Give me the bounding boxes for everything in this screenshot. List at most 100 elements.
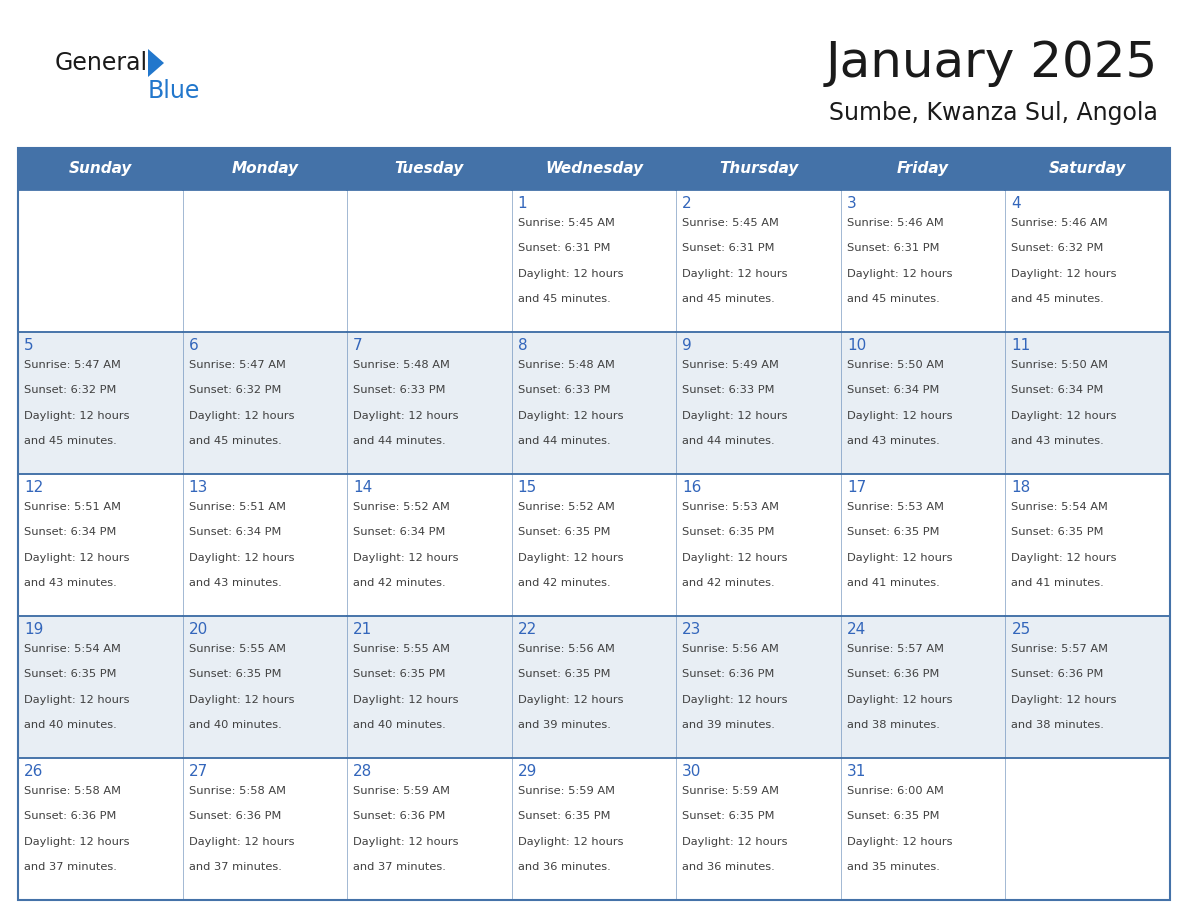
- Text: Daylight: 12 hours: Daylight: 12 hours: [24, 553, 129, 563]
- Text: Sunset: 6:35 PM: Sunset: 6:35 PM: [518, 669, 611, 679]
- Text: Sunset: 6:36 PM: Sunset: 6:36 PM: [682, 669, 775, 679]
- Bar: [347, 474, 512, 616]
- Bar: [18, 332, 183, 474]
- Text: and 45 minutes.: and 45 minutes.: [189, 436, 282, 446]
- Text: 29: 29: [518, 764, 537, 779]
- Text: and 42 minutes.: and 42 minutes.: [353, 578, 446, 588]
- Text: Sunrise: 5:45 AM: Sunrise: 5:45 AM: [518, 218, 614, 228]
- Text: and 37 minutes.: and 37 minutes.: [353, 862, 446, 872]
- Text: Sunset: 6:35 PM: Sunset: 6:35 PM: [24, 669, 116, 679]
- Text: Daylight: 12 hours: Daylight: 12 hours: [847, 695, 953, 705]
- Text: Blue: Blue: [148, 79, 201, 103]
- Text: 19: 19: [24, 622, 44, 637]
- Text: Sunrise: 5:46 AM: Sunrise: 5:46 AM: [1011, 218, 1108, 228]
- Text: Sunset: 6:35 PM: Sunset: 6:35 PM: [847, 527, 940, 537]
- Text: Sunrise: 5:59 AM: Sunrise: 5:59 AM: [682, 786, 779, 796]
- Bar: [676, 758, 841, 900]
- Text: Sunrise: 5:55 AM: Sunrise: 5:55 AM: [189, 644, 285, 654]
- Bar: [512, 190, 676, 332]
- Bar: [347, 758, 512, 900]
- Text: Sunset: 6:31 PM: Sunset: 6:31 PM: [682, 243, 775, 253]
- Text: and 43 minutes.: and 43 minutes.: [24, 578, 116, 588]
- Text: and 37 minutes.: and 37 minutes.: [189, 862, 282, 872]
- Text: Sunrise: 5:58 AM: Sunrise: 5:58 AM: [24, 786, 121, 796]
- Text: and 44 minutes.: and 44 minutes.: [353, 436, 446, 446]
- Text: 30: 30: [682, 764, 702, 779]
- Text: Sunrise: 5:57 AM: Sunrise: 5:57 AM: [847, 644, 943, 654]
- Text: Sunset: 6:36 PM: Sunset: 6:36 PM: [189, 812, 280, 822]
- Text: and 42 minutes.: and 42 minutes.: [518, 578, 611, 588]
- Text: Monday: Monday: [232, 162, 298, 176]
- Text: Sunrise: 5:47 AM: Sunrise: 5:47 AM: [24, 360, 121, 370]
- Text: 2: 2: [682, 196, 691, 211]
- Text: Daylight: 12 hours: Daylight: 12 hours: [518, 836, 624, 846]
- Text: Sunrise: 5:53 AM: Sunrise: 5:53 AM: [847, 502, 943, 512]
- Bar: [512, 148, 676, 190]
- Bar: [512, 474, 676, 616]
- Bar: [18, 474, 183, 616]
- Text: Daylight: 12 hours: Daylight: 12 hours: [518, 410, 624, 420]
- Text: and 45 minutes.: and 45 minutes.: [518, 294, 611, 304]
- Bar: [841, 148, 1005, 190]
- Bar: [18, 148, 183, 190]
- Text: Daylight: 12 hours: Daylight: 12 hours: [1011, 553, 1117, 563]
- Text: 31: 31: [847, 764, 866, 779]
- Text: January 2025: January 2025: [826, 39, 1158, 87]
- Text: Daylight: 12 hours: Daylight: 12 hours: [518, 269, 624, 279]
- Text: and 41 minutes.: and 41 minutes.: [1011, 578, 1104, 588]
- Text: Sunset: 6:33 PM: Sunset: 6:33 PM: [353, 386, 446, 396]
- Text: 20: 20: [189, 622, 208, 637]
- Bar: [183, 332, 347, 474]
- Bar: [841, 616, 1005, 758]
- Text: Thursday: Thursday: [719, 162, 798, 176]
- Bar: [347, 616, 512, 758]
- Bar: [183, 616, 347, 758]
- Text: and 38 minutes.: and 38 minutes.: [1011, 720, 1105, 730]
- Bar: [18, 148, 1170, 900]
- Text: Sunset: 6:31 PM: Sunset: 6:31 PM: [518, 243, 611, 253]
- Bar: [347, 190, 512, 332]
- Text: Daylight: 12 hours: Daylight: 12 hours: [353, 836, 459, 846]
- Text: Sunset: 6:34 PM: Sunset: 6:34 PM: [1011, 386, 1104, 396]
- Text: Sunrise: 5:47 AM: Sunrise: 5:47 AM: [189, 360, 285, 370]
- Text: Daylight: 12 hours: Daylight: 12 hours: [682, 553, 788, 563]
- Text: Sunset: 6:36 PM: Sunset: 6:36 PM: [24, 812, 116, 822]
- Text: Daylight: 12 hours: Daylight: 12 hours: [847, 269, 953, 279]
- Text: and 42 minutes.: and 42 minutes.: [682, 578, 775, 588]
- Bar: [183, 758, 347, 900]
- Text: and 45 minutes.: and 45 minutes.: [1011, 294, 1104, 304]
- Text: Daylight: 12 hours: Daylight: 12 hours: [353, 553, 459, 563]
- Bar: [1005, 148, 1170, 190]
- Text: Daylight: 12 hours: Daylight: 12 hours: [682, 410, 788, 420]
- Text: Sunrise: 5:54 AM: Sunrise: 5:54 AM: [1011, 502, 1108, 512]
- Bar: [1005, 474, 1170, 616]
- Text: 28: 28: [353, 764, 372, 779]
- Text: 10: 10: [847, 338, 866, 353]
- Text: Daylight: 12 hours: Daylight: 12 hours: [682, 836, 788, 846]
- Text: Daylight: 12 hours: Daylight: 12 hours: [847, 553, 953, 563]
- Text: Daylight: 12 hours: Daylight: 12 hours: [518, 553, 624, 563]
- Bar: [18, 190, 183, 332]
- Text: Sunrise: 5:49 AM: Sunrise: 5:49 AM: [682, 360, 779, 370]
- Text: Sunrise: 5:50 AM: Sunrise: 5:50 AM: [847, 360, 943, 370]
- Text: 14: 14: [353, 480, 372, 495]
- Text: and 38 minutes.: and 38 minutes.: [847, 720, 940, 730]
- Text: Sunset: 6:36 PM: Sunset: 6:36 PM: [353, 812, 446, 822]
- Text: General: General: [55, 51, 148, 75]
- Text: Daylight: 12 hours: Daylight: 12 hours: [1011, 695, 1117, 705]
- Text: Sunset: 6:35 PM: Sunset: 6:35 PM: [518, 812, 611, 822]
- Text: Daylight: 12 hours: Daylight: 12 hours: [189, 410, 295, 420]
- Text: and 40 minutes.: and 40 minutes.: [353, 720, 446, 730]
- Bar: [183, 474, 347, 616]
- Text: Sunrise: 5:52 AM: Sunrise: 5:52 AM: [518, 502, 614, 512]
- Bar: [18, 616, 183, 758]
- Text: 12: 12: [24, 480, 43, 495]
- Bar: [512, 758, 676, 900]
- Text: Sunrise: 5:55 AM: Sunrise: 5:55 AM: [353, 644, 450, 654]
- Text: Sunrise: 5:54 AM: Sunrise: 5:54 AM: [24, 644, 121, 654]
- Text: Sunset: 6:33 PM: Sunset: 6:33 PM: [518, 386, 611, 396]
- Text: Sunset: 6:35 PM: Sunset: 6:35 PM: [682, 527, 775, 537]
- Text: 4: 4: [1011, 196, 1020, 211]
- Text: Sumbe, Kwanza Sul, Angola: Sumbe, Kwanza Sul, Angola: [829, 101, 1158, 125]
- Text: Daylight: 12 hours: Daylight: 12 hours: [847, 836, 953, 846]
